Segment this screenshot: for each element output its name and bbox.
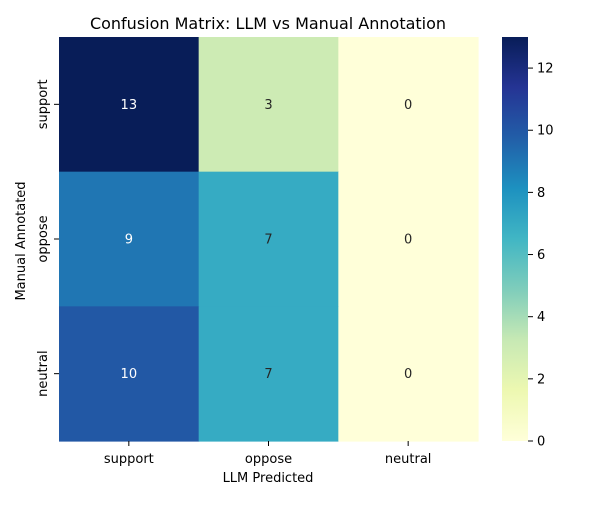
x-tick-label: support — [104, 452, 154, 467]
colorbar-tick-label: 8 — [537, 186, 545, 201]
colorbar-tick-label: 4 — [537, 310, 545, 325]
cell-value-label: 3 — [264, 98, 272, 113]
x-axis-label: LLM Predicted — [223, 471, 314, 486]
cell-value-label: 7 — [264, 233, 272, 248]
colorbar-tick-label: 0 — [537, 435, 545, 450]
x-tick-label: oppose — [245, 452, 292, 467]
cell-value-label: 13 — [121, 98, 138, 113]
cell-value-label: 0 — [404, 233, 412, 248]
heatmap-cells: 13 3 0 9 7 0 10 7 0 — [59, 37, 479, 442]
heatmap-cell — [59, 171, 200, 307]
heatmap-cell — [338, 306, 479, 442]
y-tick-label: support — [36, 79, 51, 129]
cell-value-label: 0 — [404, 367, 412, 382]
y-tick-label: oppose — [36, 215, 51, 262]
colorbar — [502, 37, 528, 441]
cell-value-label: 0 — [404, 98, 412, 113]
colorbar-tick-label: 10 — [537, 124, 554, 139]
colorbar-tick-label: 2 — [537, 372, 545, 387]
heatmap-cell — [338, 171, 479, 307]
x-tick-label: neutral — [385, 452, 432, 467]
heatmap-cell — [198, 171, 339, 307]
colorbar-axis: 0 2 4 6 8 10 12 — [528, 62, 554, 450]
heatmap-cell — [59, 37, 200, 173]
x-axis: support oppose neutral — [104, 441, 432, 467]
cell-value-label: 7 — [264, 367, 272, 382]
heatmap-cell — [198, 37, 339, 173]
heatmap-cell — [59, 306, 200, 442]
chart-title: Confusion Matrix: LLM vs Manual Annotati… — [90, 14, 446, 33]
heatmap-cell — [198, 306, 339, 442]
y-axis-label: Manual Annotated — [14, 181, 29, 300]
cell-value-label: 9 — [125, 233, 133, 248]
colorbar-tick-label: 6 — [537, 248, 545, 263]
colorbar-tick-label: 12 — [537, 62, 554, 77]
y-tick-label: neutral — [36, 350, 51, 397]
cell-value-label: 10 — [121, 367, 138, 382]
y-axis: support oppose neutral — [36, 79, 59, 397]
heatmap-cell — [338, 37, 479, 173]
